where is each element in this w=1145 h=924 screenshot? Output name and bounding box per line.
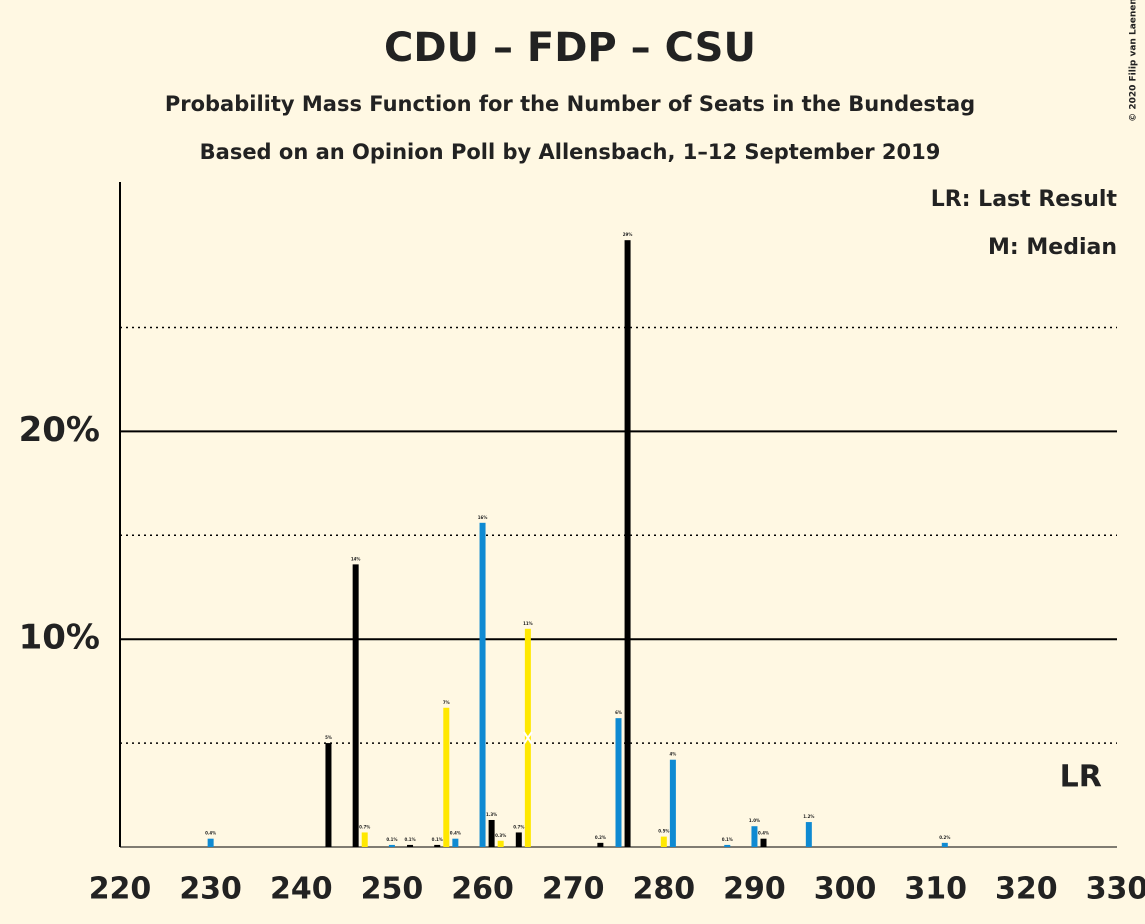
- bar: [760, 838, 767, 847]
- value-label: 0.5%: [658, 829, 669, 834]
- value-label: 0.1%: [404, 837, 415, 842]
- bar: [434, 844, 441, 847]
- bar: [352, 564, 359, 847]
- value-label: 1.2%: [803, 814, 814, 819]
- bar: [941, 842, 948, 847]
- copyright: © 2020 Filip van Laenen: [1129, 0, 1139, 122]
- x-tick-label: 240: [270, 872, 333, 907]
- x-tick-label: 280: [633, 872, 696, 907]
- chart-title: CDU – FDP – CSU: [384, 25, 756, 71]
- value-label: 0.4%: [205, 831, 216, 836]
- x-tick-label: 330: [1086, 872, 1145, 907]
- value-label: 0.4%: [450, 831, 461, 836]
- bar: [724, 844, 731, 847]
- y-tick-label: 20%: [19, 410, 100, 450]
- bar: [669, 759, 676, 847]
- value-label: 16%: [478, 515, 488, 520]
- x-tick-label: 230: [179, 872, 242, 907]
- bar: [597, 842, 604, 847]
- bar: [497, 840, 504, 847]
- legend-lr: LR: Last Result: [931, 187, 1118, 212]
- value-label: 0.2%: [939, 835, 950, 840]
- value-label: 0.4%: [758, 831, 769, 836]
- x-tick-label: 270: [542, 872, 605, 907]
- x-tick-label: 220: [89, 872, 152, 907]
- bar: [805, 822, 812, 847]
- value-label: 6%: [615, 710, 622, 715]
- value-label: 0.7%: [359, 824, 370, 829]
- value-label: 5%: [325, 735, 332, 740]
- value-label: 4%: [669, 752, 676, 757]
- value-label: 7%: [443, 700, 450, 705]
- bar: [660, 836, 667, 847]
- value-label: 0.7%: [513, 824, 524, 829]
- x-tick-label: 320: [995, 872, 1058, 907]
- value-label: 0.3%: [495, 833, 506, 838]
- bar: [615, 718, 622, 847]
- x-tick-label: 300: [814, 872, 877, 907]
- value-label: 14%: [351, 556, 361, 561]
- bar: [443, 707, 450, 847]
- x-tick-label: 250: [361, 872, 424, 907]
- bar: [624, 240, 631, 847]
- bar: [515, 832, 522, 847]
- bar: [388, 844, 395, 847]
- value-label: 29%: [623, 232, 633, 237]
- value-label: 1.3%: [486, 812, 497, 817]
- x-tick-label: 290: [723, 872, 786, 907]
- x-tick-label: 260: [451, 872, 514, 907]
- legend-median: M: Median: [988, 235, 1117, 260]
- value-label: 0.1%: [432, 837, 443, 842]
- bar: [407, 844, 414, 847]
- x-tick-label: 310: [904, 872, 967, 907]
- bar: [751, 826, 758, 847]
- bar: [207, 838, 214, 847]
- value-label: 1.0%: [749, 818, 760, 823]
- chart-subtitle: Based on an Opinion Poll by Allensbach, …: [200, 140, 941, 164]
- median-marker: [523, 731, 533, 745]
- bar: [488, 819, 495, 847]
- last-result-label: LR: [1060, 760, 1102, 795]
- bar: [479, 522, 486, 847]
- bar: [325, 743, 332, 847]
- bar: [361, 832, 368, 847]
- chart-subtitle: Probability Mass Function for the Number…: [165, 92, 975, 116]
- value-label: 0.1%: [722, 837, 733, 842]
- bar: [452, 838, 459, 847]
- value-label: 0.2%: [595, 835, 606, 840]
- value-label: 11%: [523, 621, 533, 626]
- y-tick-label: 10%: [19, 618, 100, 658]
- value-label: 0.1%: [386, 837, 397, 842]
